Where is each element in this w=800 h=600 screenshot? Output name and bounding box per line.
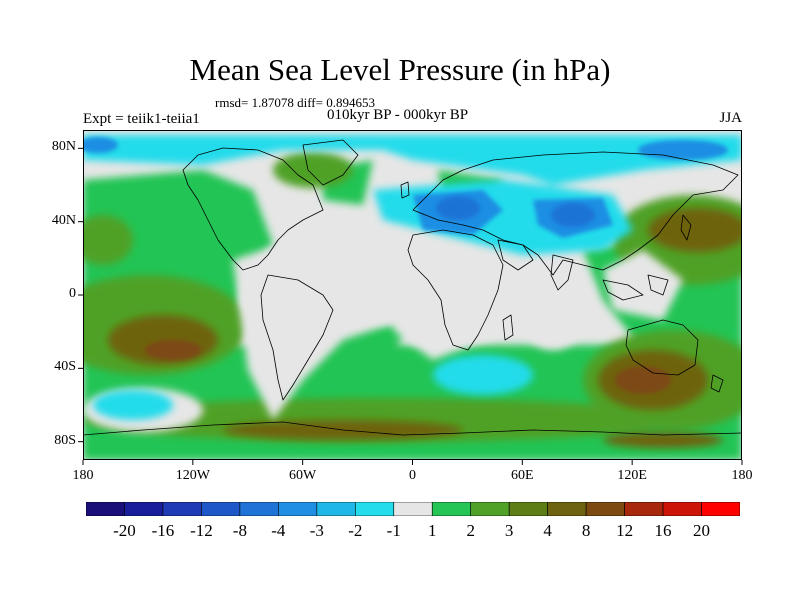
colorbar-swatch xyxy=(162,502,202,516)
colorbar-swatch xyxy=(662,502,702,516)
pressure-map xyxy=(83,130,742,460)
colorbar-label: 8 xyxy=(581,521,591,540)
colorbar-label: 3 xyxy=(504,521,514,540)
lon-label: 180 xyxy=(731,468,753,483)
colorbar-swatch xyxy=(239,502,279,516)
colorbar-swatch xyxy=(124,502,164,516)
colorbar-label: -12 xyxy=(190,521,213,540)
colorbar-label: 20 xyxy=(693,521,711,540)
stats-line: rmsd= 1.87078 diff= 0.894653 xyxy=(215,95,375,110)
colorbar-label: -3 xyxy=(309,521,324,540)
colorbar-label: -1 xyxy=(386,521,401,540)
plot-title: Mean Sea Level Pressure (in hPa) xyxy=(189,52,611,87)
colorbar-label: 2 xyxy=(466,521,475,540)
lat-label: 0 xyxy=(69,286,76,301)
colorbar-swatch xyxy=(86,502,125,516)
colorbar-label: 1 xyxy=(427,521,437,540)
lat-label: 80N xyxy=(51,139,76,155)
colorbar-swatch xyxy=(624,502,664,516)
colorbar-swatch xyxy=(547,502,587,516)
lon-label: 0 xyxy=(409,468,416,483)
colorbar-swatch xyxy=(393,502,433,516)
colorbar xyxy=(86,502,740,516)
colorbar-swatch xyxy=(701,502,740,516)
colorbar-swatch xyxy=(431,502,472,516)
lat-label: 80S xyxy=(54,432,76,448)
colorbar-swatch xyxy=(508,502,548,516)
colorbar-swatch xyxy=(585,502,625,516)
field-deepblue xyxy=(436,196,595,227)
colorbar-label: 12 xyxy=(616,521,634,540)
season-label: JJA xyxy=(719,110,742,126)
lon-label: 60E xyxy=(511,468,534,483)
lon-label: 180 xyxy=(72,468,94,483)
experiment-label: Expt = teiik1-teiia1 xyxy=(83,111,200,127)
colorbar-label: -20 xyxy=(113,521,136,540)
colorbar-label: -2 xyxy=(348,521,363,540)
lat-label: 40N xyxy=(51,212,76,228)
colorbar-label: 16 xyxy=(654,521,672,540)
colorbar-label: -16 xyxy=(151,521,175,540)
lon-label: 120W xyxy=(175,468,210,483)
colorbar-swatch xyxy=(201,502,241,516)
colorbar-swatch xyxy=(470,502,510,516)
field-medblue xyxy=(83,137,728,238)
period-label: 010kyr BP - 000kyr BP xyxy=(327,107,469,123)
colorbar-swatch xyxy=(354,502,395,516)
lat-label: 40S xyxy=(54,359,76,375)
coastlines xyxy=(83,139,742,436)
colorbar-label: -4 xyxy=(271,521,286,540)
lon-label: 60W xyxy=(289,468,317,483)
colorbar-label: 4 xyxy=(543,521,552,540)
lon-label: 120E xyxy=(617,468,647,483)
colorbar-label: -8 xyxy=(232,521,247,540)
colorbar-swatch xyxy=(316,502,356,516)
colorbar-swatch xyxy=(278,502,318,516)
